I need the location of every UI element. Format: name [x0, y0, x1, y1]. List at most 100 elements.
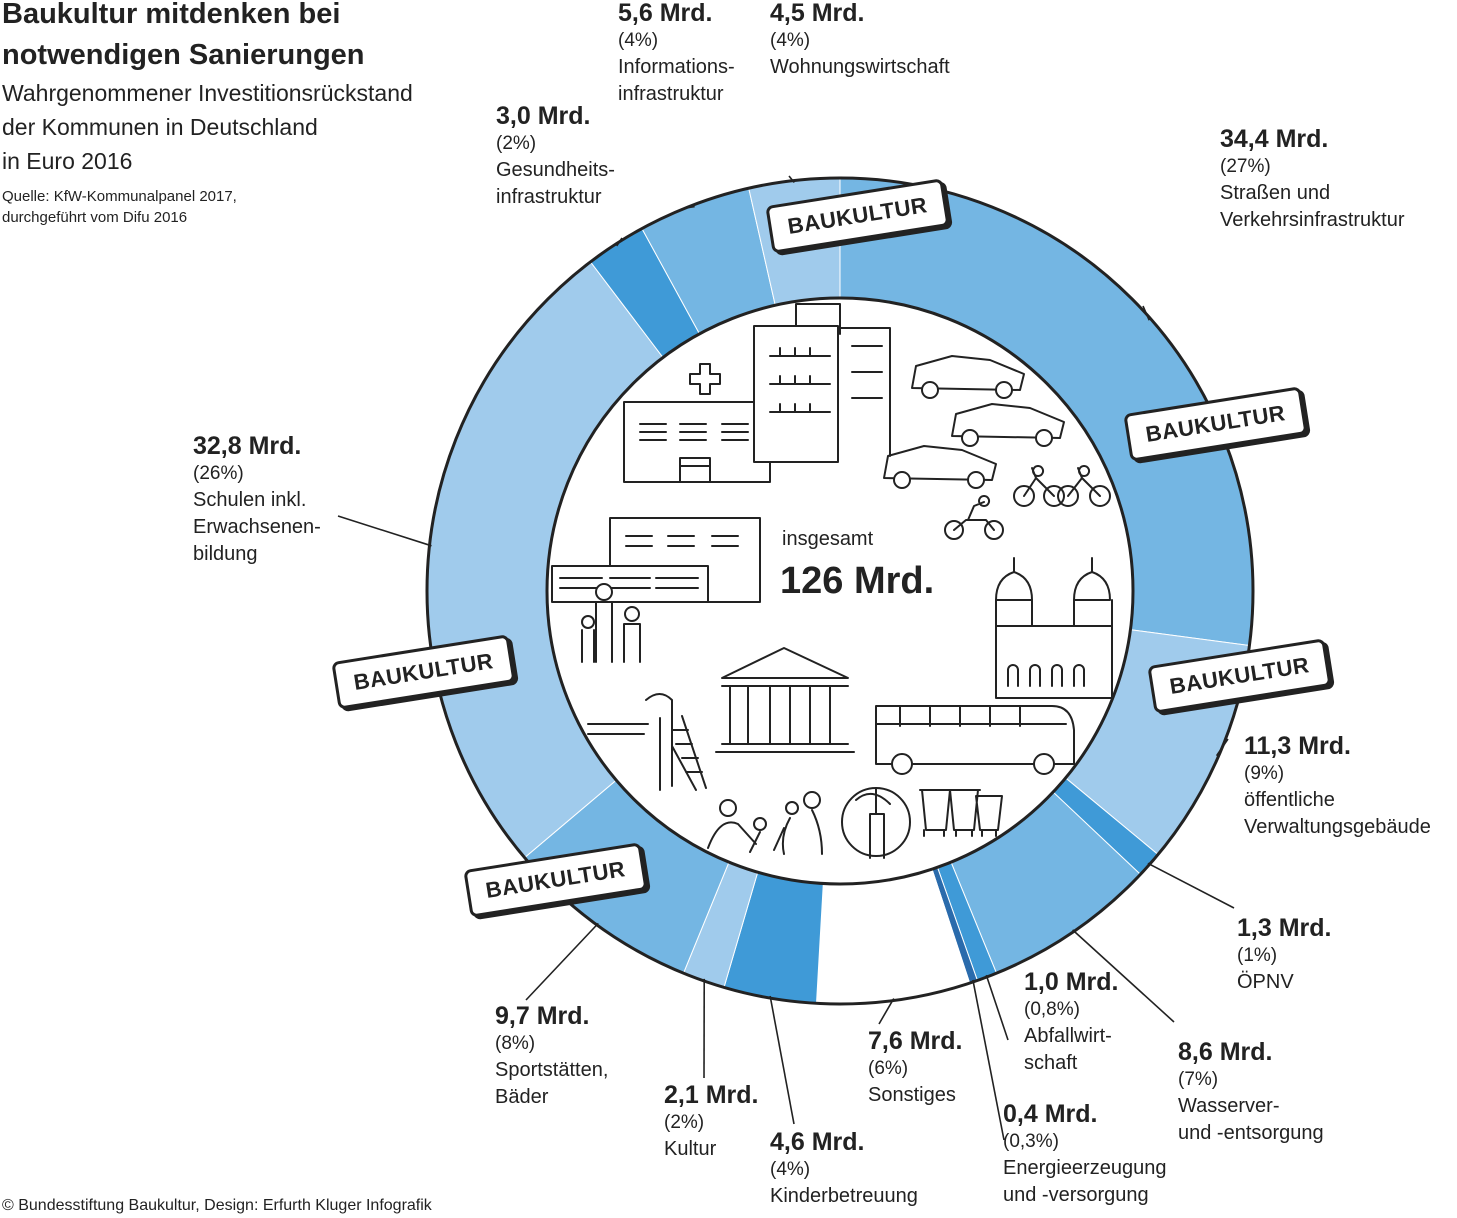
- leader-lines: [337, 175, 1235, 1141]
- playground-slide-icon: [587, 693, 707, 791]
- leader-line: [1072, 929, 1175, 1023]
- motorcycle-icon: [944, 495, 1004, 540]
- slice-amount: 1,3 Mrd.: [1237, 914, 1332, 942]
- slice-name: Bäder: [495, 1086, 549, 1108]
- copyright-footer: © Bundesstiftung Baukultur, Design: Erfu…: [2, 1197, 432, 1214]
- title-line: Baukultur mitdenken bei: [2, 0, 341, 30]
- church-icon: [995, 557, 1113, 699]
- chart-title: Baukultur mitdenken bei notwendigen Sani…: [2, 0, 365, 76]
- slice-amount: 4,6 Mrd.: [770, 1128, 865, 1156]
- leader-line: [769, 995, 795, 1125]
- slice-name: Sportstätten,: [495, 1059, 609, 1081]
- leader-line: [685, 205, 695, 209]
- slice-amount: 9,7 Mrd.: [495, 1002, 590, 1030]
- slice-amount: 11,3 Mrd.: [1244, 732, 1351, 760]
- slice-label: 34,4 Mrd. (27%) Straßen und Verkehrsinfrast…: [1220, 124, 1405, 234]
- slice-name: Energieerzeugung: [1003, 1157, 1167, 1179]
- slice-name: Verkehrsinfrastruktur: [1220, 209, 1405, 231]
- school-icon: [551, 517, 761, 603]
- slice-percent: (7%): [1178, 1069, 1219, 1090]
- slice-percent: (0,3%): [1003, 1131, 1059, 1152]
- slice-label: 4,5 Mrd. (4%) Wohnungswirtschaft: [770, 0, 950, 81]
- slice-name: Kinderbetreuung: [770, 1185, 918, 1207]
- slice-amount: 2,1 Mrd.: [664, 1081, 759, 1109]
- subtitle-line: der Kommunen in Deutschland: [2, 114, 318, 140]
- slice-label: 5,6 Mrd. (4%) Informations-infrastruktur: [618, 0, 735, 108]
- childcare-icon: [707, 791, 823, 855]
- slice-name: und -versorgung: [1003, 1184, 1149, 1206]
- slice-label: 1,0 Mrd. (0,8%) Abfallwirt-schaft: [1024, 967, 1118, 1077]
- slice-amount: 3,0 Mrd.: [496, 102, 591, 130]
- total-caption: insgesamt: [782, 528, 874, 550]
- cars-icon: [883, 355, 1065, 489]
- slice-label: 8,6 Mrd. (7%) Wasserver-und -entsorgung: [1178, 1037, 1324, 1147]
- slice-name: Sonstiges: [868, 1084, 956, 1106]
- slice-percent: (4%): [770, 1159, 811, 1180]
- leader-line: [985, 974, 1009, 1041]
- waste-bins-icon: [919, 789, 1003, 837]
- slice-name: Gesundheits-: [496, 159, 615, 181]
- slice-name: Wasserver-: [1178, 1095, 1280, 1117]
- slice-amount: 7,6 Mrd.: [868, 1027, 963, 1055]
- slice-percent: (9%): [1244, 763, 1285, 784]
- leader-line: [337, 515, 432, 547]
- leader-line: [1142, 305, 1150, 321]
- slice-percent: (4%): [618, 30, 659, 51]
- slice-percent: (0,8%): [1024, 999, 1080, 1020]
- bus-icon: [875, 705, 1075, 775]
- slice-name: infrastruktur: [496, 186, 602, 208]
- slice-label: 2,1 Mrd. (2%) Kultur: [664, 1080, 758, 1163]
- center-illustrations: [551, 303, 1113, 859]
- title-line: notwendigen Sanierungen: [2, 39, 365, 71]
- slice-percent: (2%): [496, 133, 537, 154]
- slice-name: Erwachsenen-: [193, 516, 321, 538]
- slice-percent: (26%): [193, 463, 244, 484]
- slice-percent: (4%): [770, 30, 811, 51]
- slice-amount: 32,8 Mrd.: [193, 432, 302, 460]
- slice-amount: 34,4 Mrd.: [1220, 125, 1329, 153]
- slice-name: Wohnungswirtschaft: [770, 56, 950, 78]
- total-value: 126 Mrd.: [780, 560, 935, 602]
- slice-percent: (6%): [868, 1058, 909, 1079]
- donut-slices: [425, 176, 1255, 1006]
- slice-label: 7,6 Mrd. (6%) Sonstiges: [868, 1026, 962, 1109]
- slice-name: Schulen inkl.: [193, 489, 307, 511]
- source-line: durchgeführt vom Difu 2016: [2, 209, 188, 226]
- fountain-icon: [841, 787, 911, 859]
- leader-line: [972, 979, 1005, 1141]
- leader-line: [1147, 862, 1235, 909]
- slice-label: 0,4 Mrd. (0,3%) Energieerzeugung und -verso…: [1003, 1099, 1166, 1209]
- slice-amount: 0,4 Mrd.: [1003, 1100, 1098, 1128]
- leader-line: [878, 998, 895, 1025]
- slice-label: 1,3 Mrd. (1%) ÖPNV: [1237, 913, 1331, 996]
- slice-label: 11,3 Mrd. (9%) öffentliche Verwaltungsgebäu…: [1244, 731, 1431, 841]
- slice-name: infrastruktur: [618, 83, 724, 105]
- slice-amount: 4,5 Mrd.: [770, 0, 865, 27]
- slice-name: ÖPNV: [1237, 971, 1294, 993]
- museum-icon: [715, 647, 855, 753]
- subtitle-line: in Euro 2016: [2, 148, 133, 174]
- leader-line: [1215, 738, 1229, 757]
- slice-name: schaft: [1024, 1052, 1078, 1074]
- slice-name: Kultur: [664, 1138, 717, 1160]
- source-line: Quelle: KfW-Kommunalpanel 2017,: [2, 188, 237, 205]
- slice-name: Straßen und: [1220, 182, 1331, 204]
- leader-line: [525, 922, 599, 1001]
- slice-percent: (2%): [664, 1112, 705, 1133]
- chart-subtitle: Wahrgenommener Investitionsrückstand der…: [2, 76, 413, 178]
- source-note: Quelle: KfW-Kommunalpanel 2017, durchgef…: [2, 186, 237, 228]
- slice-name: bildung: [193, 543, 258, 565]
- slice-label: 4,6 Mrd. (4%) Kinderbetreuung: [770, 1127, 918, 1210]
- slice-amount: 8,6 Mrd.: [1178, 1038, 1273, 1066]
- slice-label: 3,0 Mrd. (2%) Gesundheits-infrastruktur: [496, 101, 615, 211]
- people-icon: [581, 583, 641, 663]
- slice-amount: 5,6 Mrd.: [618, 0, 713, 27]
- slice-name: Informations-: [618, 56, 735, 78]
- slice-label: 32,8 Mrd. (26%) Schulen inkl. Erwachsenen-b…: [193, 431, 321, 568]
- slice-percent: (8%): [495, 1033, 536, 1054]
- leader-line: [616, 237, 623, 247]
- apartment-buildings-icon: [753, 303, 891, 463]
- slice-amount: 1,0 Mrd.: [1024, 968, 1119, 996]
- slice-percent: (27%): [1220, 156, 1271, 177]
